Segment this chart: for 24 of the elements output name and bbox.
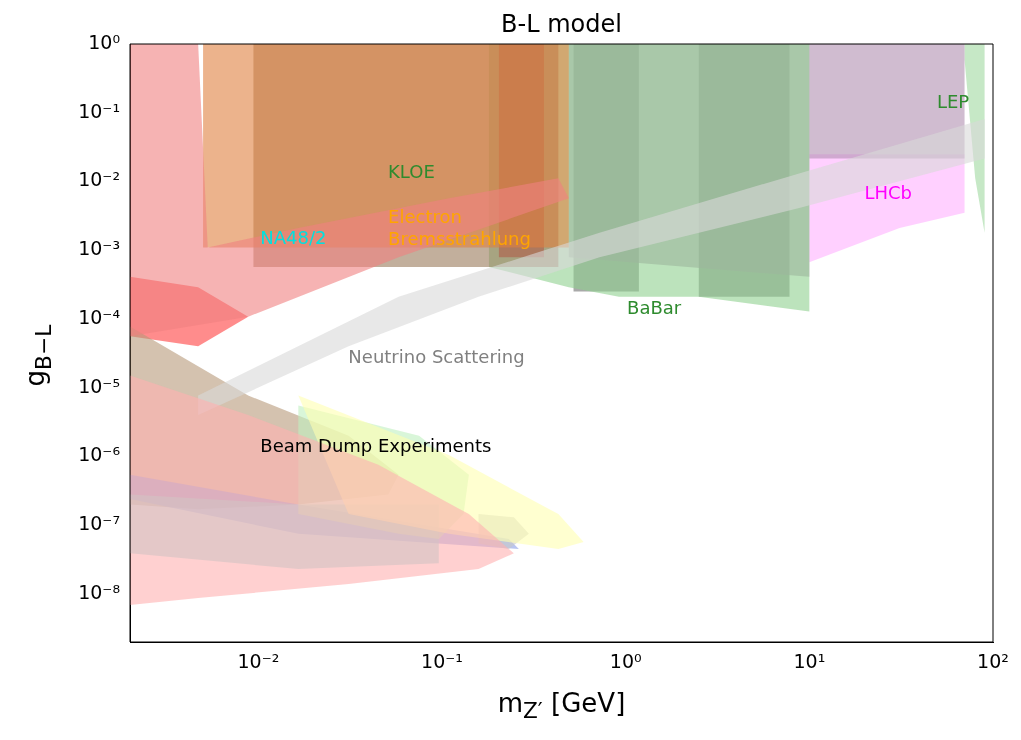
x-tick-label: 10⁻² [237, 650, 280, 673]
annotation: LEP [936, 90, 970, 112]
y-tick-label: 10⁻⁴ [78, 305, 121, 328]
x-axis-title: m$_{Z′}$ [GeV] [496, 688, 627, 724]
annotation: LHCb [864, 181, 912, 203]
x-tick-label: 10⁰ [609, 650, 642, 673]
chart-title: B-L model [500, 10, 623, 38]
y-tick-label: 10⁻⁶ [78, 443, 120, 466]
y-tick-label: 10⁻⁷ [78, 512, 120, 535]
y-tick-label: 10⁻⁸ [78, 580, 120, 603]
x-tick-label: 10⁻¹ [421, 650, 463, 673]
annotation: KLOE [388, 160, 435, 182]
annotation: NA48/2 [260, 227, 327, 249]
y-tick-label: 10⁻³ [78, 237, 120, 260]
annotation: BaBar [627, 297, 682, 319]
x-tick-label: 10¹ [793, 650, 826, 673]
annotation: Electron Bremsstrahlung [388, 206, 531, 250]
y-tick-label: 10⁻¹ [78, 99, 120, 122]
annotation: Beam Dump Experiments [260, 435, 492, 457]
y-tick-label: 10⁻⁵ [78, 374, 120, 397]
y-tick-label: 10⁻² [78, 168, 120, 191]
x-tick-label: 10² [977, 650, 1009, 673]
y-tick-label: 10⁰ [88, 30, 120, 53]
annotation: Neutrino Scattering [348, 345, 525, 367]
